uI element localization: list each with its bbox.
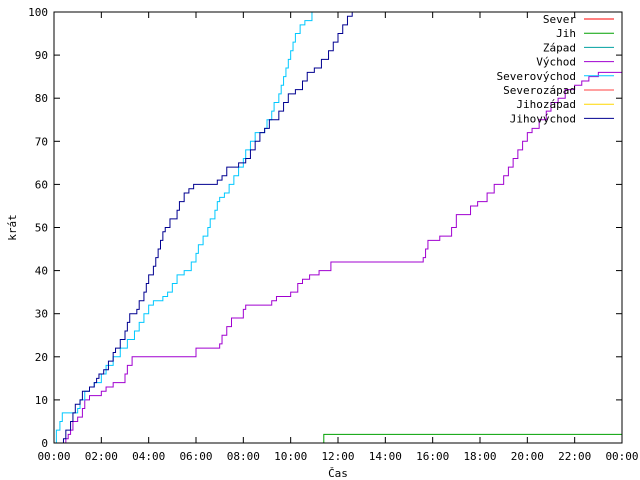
x-axis-label: Čas — [328, 467, 348, 480]
x-tick-label: 04:00 — [132, 450, 165, 463]
x-tick-labels: 00:00 02:00 04:00 06:00 08:00 10:00 12:00 14:00… — [37, 450, 638, 463]
y-tick-label: 50 — [35, 222, 48, 235]
legend-label: Sever — [543, 13, 576, 26]
x-tick-label: 20:00 — [511, 450, 544, 463]
y-axis-label: krát — [6, 214, 19, 241]
y-tick-label: 100 — [28, 6, 48, 19]
y-tick-label: 20 — [35, 351, 48, 364]
series-line-1 — [322, 433, 622, 444]
series-line-7 — [61, 12, 353, 444]
legend-label: Jihovýchod — [510, 112, 576, 125]
series-line-3 — [63, 71, 622, 444]
x-tick-label: 06:00 — [179, 450, 212, 463]
legend-label: Západ — [543, 41, 576, 54]
x-tick-label: 10:00 — [274, 450, 307, 463]
legend-label: Jihozápad — [516, 98, 576, 111]
legend-label: Východ — [536, 56, 576, 69]
x-tick-label: 14:00 — [369, 450, 402, 463]
y-tick-label: 80 — [35, 92, 48, 105]
x-tick-label: 12:00 — [321, 450, 354, 463]
legend-label: Severovýchod — [497, 70, 576, 83]
x-tick-label: 00:00 — [605, 450, 638, 463]
x-tick-label: 16:00 — [416, 450, 449, 463]
x-tick-label: 00:00 — [37, 450, 70, 463]
y-tick-labels: 0 10 20 30 40 50 60 70 80 90 100 — [28, 6, 48, 450]
x-tick-label: 02:00 — [85, 450, 118, 463]
y-tick-label: 10 — [35, 394, 48, 407]
y-tick-label: 40 — [35, 265, 48, 278]
series-line-4 — [54, 12, 313, 444]
plot-border — [53, 11, 623, 444]
x-tick-label: 18:00 — [463, 450, 496, 463]
legend-label: Severozápad — [503, 84, 576, 97]
y-tick-label: 0 — [41, 437, 48, 450]
y-tick-label: 30 — [35, 308, 48, 321]
x-tick-label: 08:00 — [227, 450, 260, 463]
y-tick-label: 60 — [35, 178, 48, 191]
y-tick-label: 70 — [35, 135, 48, 148]
x-tick-label: 22:00 — [558, 450, 591, 463]
legend-label: Jih — [556, 27, 576, 40]
y-tick-label: 90 — [35, 49, 48, 62]
